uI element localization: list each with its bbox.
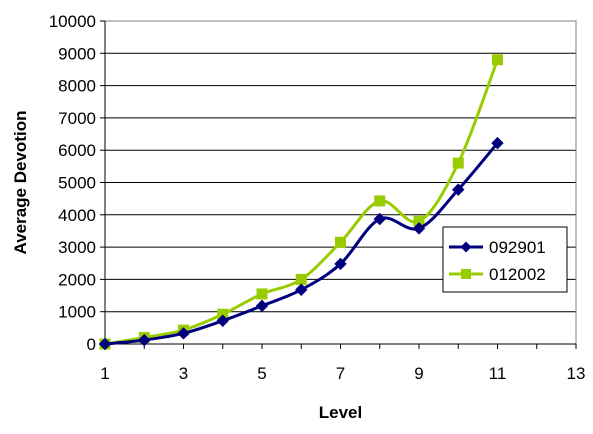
x-tick-label-9: 9 [414, 364, 423, 383]
series-line-012002 [104, 59, 499, 346]
series-group [98, 54, 504, 351]
point-092901-7 [334, 257, 347, 271]
y-tick-label-9000: 9000 [58, 44, 96, 63]
series-line-092901 [104, 142, 499, 346]
series-012002 [99, 54, 503, 350]
point-012002-6 [295, 273, 307, 285]
y-tick-label-8000: 8000 [58, 77, 96, 96]
point-012002-8 [374, 195, 386, 207]
legend-marker-092901 [460, 241, 472, 253]
x-axis-title: Level [319, 403, 362, 422]
point-012002-11 [492, 54, 503, 66]
point-012002-5 [256, 288, 268, 300]
legend-box [442, 226, 568, 293]
y-axis-ticks: 0 1000 2000 3000 4000 5000 6000 7000 8000 9000 100… [49, 12, 106, 354]
point-092901-4 [216, 314, 229, 327]
point-092901-2 [138, 333, 151, 347]
y-tick-label-6000: 6000 [58, 141, 96, 160]
y-tick-label-0: 0 [87, 335, 96, 354]
legend-entry-092901: 092901 [449, 238, 546, 257]
y-tick-label-3000: 3000 [58, 238, 96, 257]
legend-label-092901: 092901 [489, 238, 546, 257]
legend: 092901 012002 [442, 226, 568, 293]
point-012002-10 [452, 157, 464, 169]
x-tick-label-1: 1 [100, 364, 109, 383]
legend-entry-012002: 012002 [449, 265, 546, 284]
y-tick-label-10000: 10000 [49, 12, 96, 31]
x-tick-label-13: 13 [567, 364, 586, 383]
point-092901-10 [452, 183, 465, 196]
point-092901-3 [177, 327, 190, 340]
point-092901-9 [412, 222, 426, 235]
x-tick-label-3: 3 [179, 364, 188, 383]
point-092901-8 [373, 212, 386, 226]
legend-label-012002: 012002 [489, 265, 546, 284]
point-092901-6 [295, 283, 308, 296]
gridlines [105, 20, 576, 345]
x-axis-ticks: 1 3 5 7 9 11 13 [100, 343, 586, 383]
y-tick-label-2000: 2000 [58, 270, 96, 289]
point-092901-11 [491, 136, 504, 150]
y-tick-label-7000: 7000 [58, 109, 96, 128]
y-tick-label-4000: 4000 [58, 206, 96, 225]
series-092901 [98, 136, 504, 351]
point-012002-7 [335, 236, 346, 248]
point-092901-1 [98, 337, 112, 351]
x-tick-label-7: 7 [336, 364, 345, 383]
y-axis-title: Average Devotion [11, 111, 30, 255]
point-092901-5 [255, 299, 269, 313]
legend-marker-012002 [461, 269, 471, 279]
x-tick-label-5: 5 [257, 364, 266, 383]
y-tick-label-5000: 5000 [58, 174, 96, 193]
y-tick-label-1000: 1000 [58, 303, 96, 322]
x-tick-label-11: 11 [489, 364, 507, 383]
